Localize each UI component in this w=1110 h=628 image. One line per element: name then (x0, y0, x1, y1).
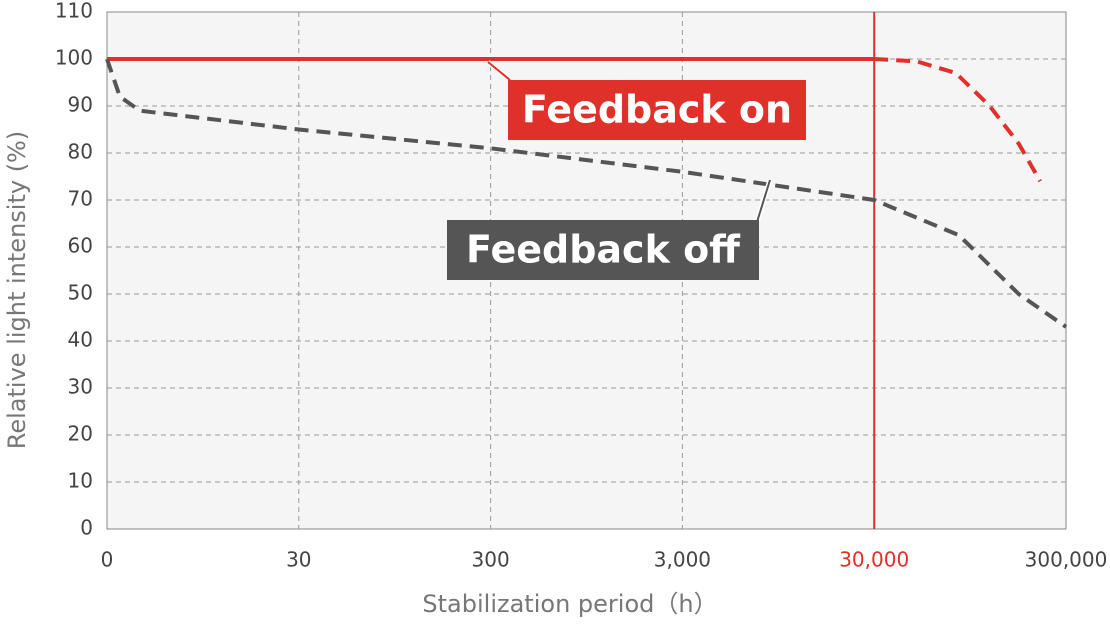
legend-leader (756, 179, 771, 223)
x-tick-label: 30,000 (839, 548, 909, 572)
y-axis-title: Relative light intensity (%) (3, 131, 31, 449)
y-tick-label: 80 (68, 140, 93, 164)
y-tick-label: 110 (55, 0, 93, 23)
y-tick-label: 70 (68, 187, 93, 211)
y-tick-label: 20 (68, 422, 93, 446)
x-tick-label: 300,000 (1025, 548, 1108, 572)
legend-leader (487, 61, 511, 81)
y-tick-label: 30 (68, 375, 93, 399)
series-line (874, 57, 1042, 183)
legend-label: Feedback off (466, 228, 741, 272)
y-tick-label: 60 (68, 234, 93, 258)
x-tick-label: 30 (286, 548, 311, 572)
x-tick-label: 300 (472, 548, 510, 572)
legend-box (447, 220, 759, 280)
x-tick-label: 0 (101, 548, 114, 572)
x-tick-label: 3,000 (654, 548, 711, 572)
legend-label: Feedback on (522, 88, 792, 132)
y-tick-label: 100 (55, 46, 93, 70)
y-tick-label: 90 (68, 93, 93, 117)
series-line (105, 58, 1068, 329)
y-tick-label: 0 (80, 516, 93, 540)
legend-box (508, 80, 806, 140)
y-tick-label: 40 (68, 328, 93, 352)
x-axis-title: Stabilization period（h） (422, 590, 717, 618)
y-tick-label: 50 (68, 281, 93, 305)
y-tick-label: 10 (68, 469, 93, 493)
